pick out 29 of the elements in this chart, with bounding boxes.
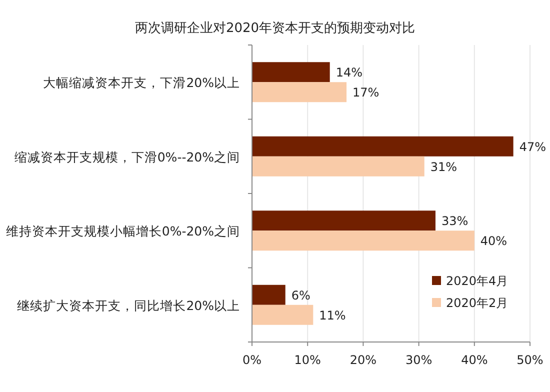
data-label: 17% bbox=[352, 86, 380, 100]
data-label: 40% bbox=[480, 234, 508, 248]
chart-title: 两次调研企业对2020年资本开支的预期变动对比 bbox=[134, 21, 416, 36]
y-tick-label: 维持资本开支规模小幅增长0%-20%之间 bbox=[6, 224, 240, 239]
bar bbox=[252, 156, 424, 176]
bar bbox=[252, 284, 286, 305]
bar bbox=[252, 230, 474, 251]
x-tick-label: 20% bbox=[350, 353, 377, 367]
bar bbox=[252, 304, 314, 325]
data-label: 47% bbox=[519, 140, 546, 154]
data-label: 14% bbox=[336, 66, 363, 80]
x-tick-label: 50% bbox=[516, 353, 544, 367]
y-tick-label: 继续扩大资本开支，同比增长20%以上 bbox=[17, 298, 240, 313]
data-label: 6% bbox=[291, 288, 310, 302]
bar bbox=[252, 62, 330, 82]
x-tick-label: 40% bbox=[461, 353, 488, 367]
data-label: 33% bbox=[441, 214, 468, 228]
legend-label: 2020年2月 bbox=[446, 296, 508, 310]
x-tick-label: 0% bbox=[242, 353, 262, 367]
bar bbox=[252, 210, 436, 231]
x-tick-label: 10% bbox=[294, 353, 321, 367]
data-label: 31% bbox=[430, 160, 458, 174]
legend-label: 2020年4月 bbox=[446, 274, 508, 288]
y-tick-label: 大幅缩减资本开支，下滑20%以上 bbox=[43, 75, 240, 90]
data-label: 11% bbox=[319, 308, 346, 322]
bar bbox=[252, 82, 347, 102]
x-tick-label: 30% bbox=[405, 353, 432, 367]
y-tick-label: 缩减资本开支规模，下滑0%--20%之间 bbox=[14, 149, 240, 164]
bar bbox=[252, 136, 514, 156]
